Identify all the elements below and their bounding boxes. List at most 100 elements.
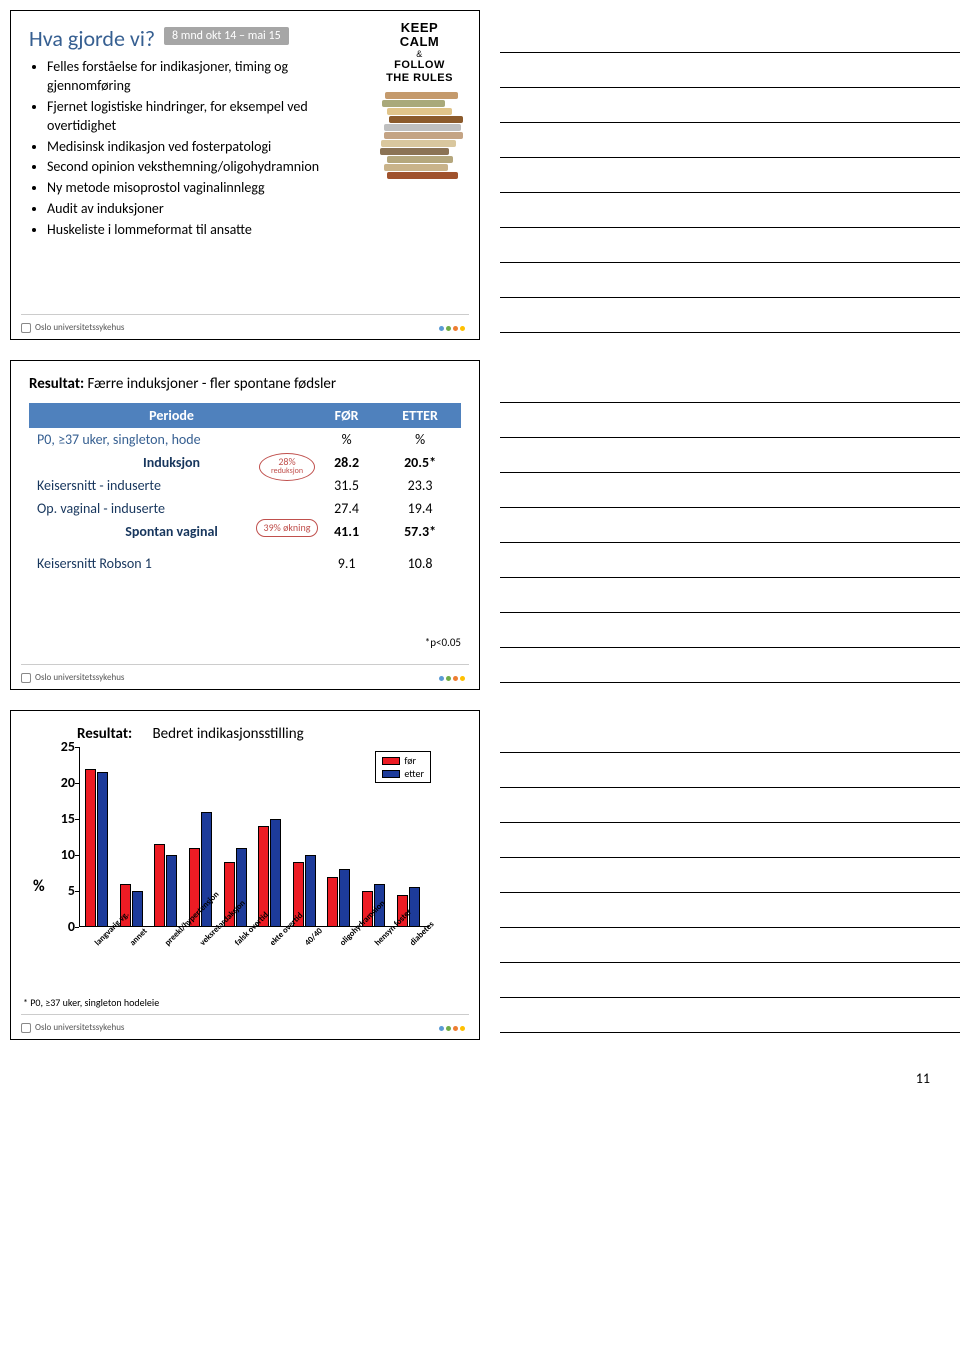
x-tick-label: preekl/hypertensjon bbox=[163, 935, 200, 972]
table-row: Op. vaginal - induserte27.419.4 bbox=[29, 497, 461, 520]
footer-separator bbox=[21, 1014, 469, 1015]
bullet-item: Fjernet logistiske hindringer, for eksem… bbox=[47, 98, 347, 136]
y-axis-label: % bbox=[33, 877, 45, 896]
bullet-item: Audit av induksjoner bbox=[47, 200, 347, 219]
note-line bbox=[500, 578, 960, 613]
slide2-title-bold: Resultat: bbox=[29, 375, 84, 393]
footer-separator bbox=[21, 314, 469, 315]
table-row: Keisersnitt - induserte31.523.3 bbox=[29, 474, 461, 497]
note-line bbox=[500, 963, 960, 998]
note-line bbox=[500, 508, 960, 543]
bar-group bbox=[154, 844, 180, 927]
note-line bbox=[500, 928, 960, 963]
note-line bbox=[500, 53, 960, 88]
keep-line: KEEP bbox=[372, 21, 467, 35]
footer-dots bbox=[439, 1026, 465, 1031]
bar-after bbox=[270, 819, 281, 927]
y-tick: 15 bbox=[51, 810, 75, 827]
slide1-badge: 8 mnd okt 14 – mai 15 bbox=[164, 27, 289, 45]
footer-separator bbox=[21, 664, 469, 665]
bar-after bbox=[339, 869, 350, 927]
x-axis-labels: langvarig vg.annetpreekl/hypertensjonvek… bbox=[79, 927, 429, 971]
bar-after bbox=[409, 887, 420, 927]
legend-label-before: før bbox=[404, 754, 416, 767]
footer-dots bbox=[439, 676, 465, 681]
bar-after bbox=[132, 891, 143, 927]
note-line bbox=[500, 718, 960, 753]
note-line bbox=[500, 228, 960, 263]
y-tick: 5 bbox=[51, 882, 75, 899]
note-line bbox=[500, 18, 960, 53]
th-etter: ETTER bbox=[379, 403, 461, 428]
logo-icon bbox=[21, 323, 31, 333]
calm-line: CALM bbox=[372, 35, 467, 49]
x-tick-label: oligohydramnion bbox=[338, 935, 375, 972]
note-line bbox=[500, 648, 960, 683]
p-value-footnote: *p<0.05 bbox=[425, 636, 461, 649]
bullet-item: Felles forståelse for indikasjoner, timi… bbox=[47, 58, 347, 96]
footer-text: Oslo universitetssykehus bbox=[35, 322, 124, 333]
slide-1: Hva gjorde vi? 8 mnd okt 14 – mai 15 Fel… bbox=[10, 10, 480, 340]
x-tick-label: hensyn foster bbox=[373, 935, 410, 972]
slide2-title: Resultat: Færre induksjoner - fler spont… bbox=[29, 375, 461, 393]
bullet-item: Ny metode misoprostol vaginalinnlegg bbox=[47, 179, 347, 198]
note-line bbox=[500, 473, 960, 508]
note-line bbox=[500, 193, 960, 228]
logo-icon bbox=[21, 1023, 31, 1033]
x-tick-label: langvarig vg. bbox=[93, 935, 130, 972]
legend-swatch-before bbox=[382, 757, 400, 765]
note-line bbox=[500, 543, 960, 578]
footer-text: Oslo universitetssykehus bbox=[35, 672, 124, 683]
x-tick-label: annet bbox=[128, 935, 165, 972]
logo-icon bbox=[21, 673, 31, 683]
bullet-item: Huskeliste i lommeformat til ansatte bbox=[47, 221, 347, 240]
note-line bbox=[500, 893, 960, 928]
table-row-robson: Keisersnitt Robson 19.110.8 bbox=[29, 543, 461, 575]
slide1-title: Hva gjorde vi? bbox=[29, 25, 155, 52]
note-line bbox=[500, 158, 960, 193]
bar-after bbox=[305, 855, 316, 927]
slide-2: Resultat: Færre induksjoner - fler spont… bbox=[10, 360, 480, 690]
slide1-right-column: KEEP CALM & FOLLOW THE RULES bbox=[372, 21, 467, 182]
table-row: Induksjon28.220.5* bbox=[29, 451, 461, 474]
bubble1-line2: reduksjon bbox=[264, 467, 310, 476]
bar-after bbox=[166, 855, 177, 927]
x-tick-label: falsk overtid bbox=[233, 935, 270, 972]
note-line bbox=[500, 123, 960, 158]
bar-group bbox=[327, 869, 353, 927]
x-tick-label: ekte overtid bbox=[268, 935, 305, 972]
chart-legend: før etter bbox=[375, 751, 431, 783]
table-row: P0, ≥37 uker, singleton, hode%% bbox=[29, 428, 461, 451]
slide1-bullet-list: Felles forståelse for indikasjoner, timi… bbox=[47, 58, 347, 240]
page-number: 11 bbox=[0, 1050, 960, 1097]
bar-before bbox=[154, 844, 165, 927]
y-tick: 10 bbox=[51, 846, 75, 863]
books-stack-icon bbox=[380, 92, 460, 182]
note-line bbox=[500, 263, 960, 298]
y-tick: 0 bbox=[51, 918, 75, 935]
footer-dots bbox=[439, 326, 465, 331]
footer-logo: Oslo universitetssykehus bbox=[21, 322, 124, 333]
note-line bbox=[500, 788, 960, 823]
x-tick-label: 40/40 bbox=[303, 935, 340, 972]
reduction-bubble: 28% reduksjon bbox=[259, 453, 315, 481]
note-line bbox=[500, 613, 960, 648]
note-line bbox=[500, 858, 960, 893]
y-tick: 20 bbox=[51, 774, 75, 791]
slide3-title: Resultat: Bedret indikasjonsstilling bbox=[77, 725, 461, 743]
note-line bbox=[500, 298, 960, 333]
legend-label-after: etter bbox=[404, 767, 424, 780]
bar-group bbox=[85, 769, 111, 927]
bar-before bbox=[327, 877, 338, 927]
bar-before bbox=[85, 769, 96, 927]
note-line bbox=[500, 438, 960, 473]
rules-line: THE RULES bbox=[372, 72, 467, 84]
note-line bbox=[500, 403, 960, 438]
slide2-title-rest: Færre induksjoner - fler spontane fødsle… bbox=[84, 375, 336, 393]
increase-bubble: 39% økning bbox=[256, 519, 318, 537]
th-for: FØR bbox=[314, 403, 379, 428]
note-line bbox=[500, 368, 960, 403]
follow-line: FOLLOW bbox=[372, 59, 467, 71]
x-tick-label: veksretardaksjon bbox=[198, 935, 235, 972]
y-tick: 25 bbox=[51, 738, 75, 755]
